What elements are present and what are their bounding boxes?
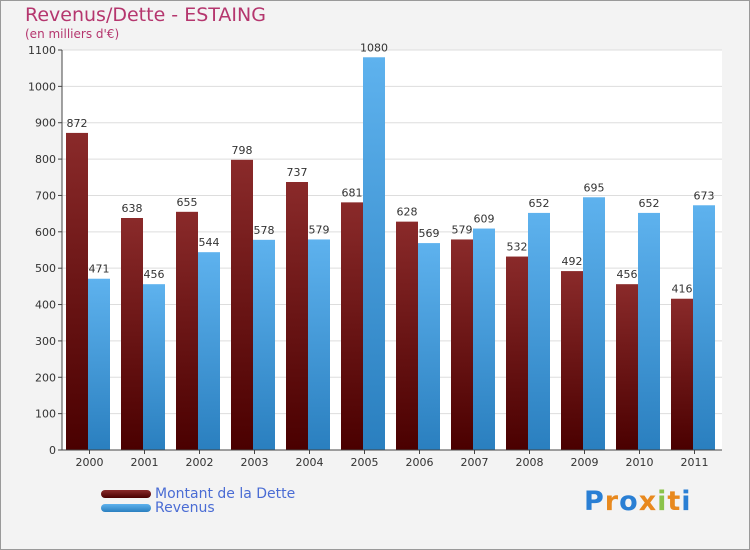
data-label-revenus: 471 — [89, 263, 110, 276]
legend-swatch-debt — [101, 490, 151, 498]
bar-debt — [66, 132, 88, 450]
data-label-debt: 579 — [452, 223, 473, 236]
data-label-revenus: 673 — [694, 189, 715, 202]
bar-revenus — [198, 252, 220, 450]
bar-revenus — [693, 205, 715, 450]
y-tick-label: 300 — [35, 335, 56, 348]
logo-letter: i — [681, 486, 692, 517]
bar-debt — [286, 182, 308, 450]
data-label-revenus: 569 — [419, 227, 440, 240]
x-tick-label: 2000 — [76, 456, 104, 469]
bar-revenus — [253, 239, 275, 450]
plot-background — [62, 50, 722, 450]
bar-revenus — [88, 278, 110, 450]
y-tick-label: 800 — [35, 153, 56, 166]
data-label-debt: 872 — [67, 117, 88, 130]
legend-swatch-revenus — [101, 504, 151, 512]
data-label-debt: 456 — [617, 268, 638, 281]
data-label-debt: 416 — [672, 283, 693, 296]
data-label-debt: 798 — [232, 144, 253, 157]
data-label-debt: 638 — [122, 202, 143, 215]
y-tick-label: 100 — [35, 408, 56, 421]
bar-debt — [671, 298, 693, 450]
data-label-revenus: 652 — [529, 197, 550, 210]
chart-title: Revenus/Dette - ESTAING — [25, 4, 266, 26]
x-tick-label: 2008 — [516, 456, 544, 469]
data-label-revenus: 456 — [144, 268, 165, 281]
x-tick-label: 2007 — [461, 456, 489, 469]
logo-letter: P — [584, 486, 605, 517]
data-label-debt: 681 — [342, 186, 363, 199]
x-tick-label: 2005 — [351, 456, 379, 469]
data-label-revenus: 578 — [254, 224, 275, 237]
data-label-revenus: 1080 — [360, 41, 388, 54]
y-tick-label: 700 — [35, 189, 56, 202]
data-label-revenus: 544 — [199, 236, 220, 249]
legend-item-debt: Montant de la Dette — [101, 486, 296, 502]
bar-debt — [396, 221, 418, 450]
logo-letter: t — [667, 486, 682, 517]
x-tick-label: 2009 — [571, 456, 599, 469]
x-tick-label: 2001 — [131, 456, 159, 469]
bar-revenus — [418, 243, 440, 450]
y-tick-label: 1000 — [28, 80, 56, 93]
data-label-debt: 532 — [507, 241, 528, 254]
legend-label-revenus: Revenus — [155, 500, 215, 516]
data-label-debt: 655 — [177, 196, 198, 209]
bar-debt — [506, 256, 528, 450]
legend-item-revenus: Revenus — [101, 500, 215, 516]
bar-debt — [176, 211, 198, 450]
y-tick-label: 0 — [49, 444, 56, 457]
bar-debt — [616, 284, 638, 450]
data-label-revenus: 695 — [584, 181, 605, 194]
logo-letter: r — [604, 486, 620, 517]
y-tick-label: 1100 — [28, 44, 56, 57]
bar-debt — [121, 218, 143, 450]
x-tick-label: 2002 — [186, 456, 214, 469]
logo-letter: i — [657, 486, 668, 517]
bar-debt — [231, 159, 253, 450]
data-label-revenus: 652 — [639, 197, 660, 210]
logo-letter: x — [638, 486, 658, 517]
bar-debt — [451, 239, 473, 450]
bar-debt — [341, 202, 363, 450]
bar-revenus — [473, 228, 495, 450]
proxiti-logo: Proxiti — [584, 486, 692, 517]
y-tick-label: 900 — [35, 117, 56, 130]
y-tick-label: 600 — [35, 226, 56, 239]
bar-revenus — [363, 57, 385, 450]
bar-revenus — [638, 212, 660, 450]
x-tick-label: 2011 — [681, 456, 709, 469]
x-tick-label: 2010 — [626, 456, 654, 469]
y-tick-label: 400 — [35, 299, 56, 312]
y-tick-label: 500 — [35, 262, 56, 275]
x-tick-label: 2006 — [406, 456, 434, 469]
data-label-revenus: 579 — [309, 223, 330, 236]
y-tick-label: 200 — [35, 371, 56, 384]
bar-revenus — [143, 284, 165, 450]
data-label-revenus: 609 — [474, 213, 495, 226]
chart-subtitle: (en milliers d'€) — [25, 27, 120, 41]
x-tick-label: 2004 — [296, 456, 324, 469]
data-label-debt: 492 — [562, 255, 583, 268]
logo-letter: o — [619, 486, 639, 517]
bar-revenus — [528, 212, 550, 450]
x-tick-label: 2003 — [241, 456, 269, 469]
data-label-debt: 628 — [397, 206, 418, 219]
data-label-debt: 737 — [287, 166, 308, 179]
legend-label-debt: Montant de la Dette — [155, 486, 296, 502]
bar-debt — [561, 271, 583, 450]
bar-revenus — [308, 239, 330, 450]
bar-revenus — [583, 197, 605, 450]
